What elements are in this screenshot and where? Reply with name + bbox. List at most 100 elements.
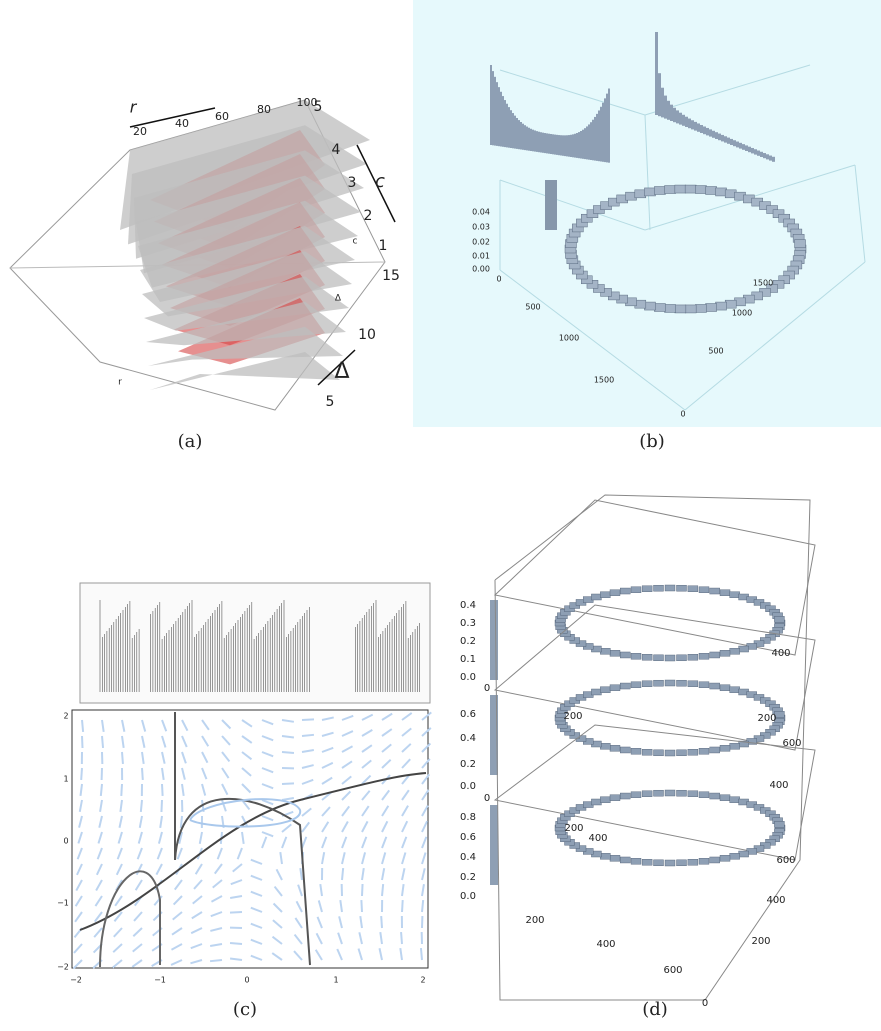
hist-block [620, 747, 630, 753]
hist-bar [534, 130, 536, 151]
field-arrow [381, 916, 382, 928]
tick-label: 0.2 [460, 636, 476, 647]
tick-label: Δ [334, 359, 349, 384]
hist-bar [572, 134, 574, 157]
hist-bar [566, 135, 568, 156]
hist-block [642, 749, 652, 755]
hist-bar [544, 133, 546, 153]
field-frame [72, 710, 428, 968]
hist-bar [514, 116, 516, 149]
field-arrow [362, 884, 363, 896]
hist-block [620, 857, 630, 863]
hist-block [710, 857, 720, 863]
hist-block [710, 588, 720, 594]
hist-bar [718, 134, 721, 141]
hist-block [706, 303, 717, 311]
tick-label: 1000 [732, 309, 752, 318]
hist-block [665, 655, 675, 661]
hist-block [675, 185, 686, 193]
tick-label: 1 [63, 775, 68, 784]
tick-label: 0.4 [460, 852, 476, 863]
hist-bar [504, 100, 506, 147]
hist-block [676, 585, 686, 591]
tick-label: 80 [257, 103, 271, 116]
hist-bar [772, 157, 775, 162]
hist-bar [518, 120, 520, 149]
tick-label: 0 [63, 837, 68, 846]
tick-label: 0.0 [460, 672, 476, 683]
hist-block [699, 653, 709, 659]
hist-bar [763, 153, 766, 158]
field-arrow [122, 752, 123, 764]
hist-block [725, 300, 736, 308]
field-arrow [230, 912, 242, 913]
hist-bar [546, 133, 548, 153]
hist-block [665, 304, 676, 312]
hist-bar [739, 143, 742, 149]
hist-block [720, 650, 730, 656]
hist-bar [492, 71, 494, 145]
field-arrow [81, 768, 82, 780]
hist-bar [516, 118, 518, 149]
hist-bar [568, 135, 570, 157]
hist-block [600, 743, 610, 749]
hist-bar [715, 132, 718, 139]
tick-label: 200 [751, 936, 770, 947]
hist-bar [730, 139, 733, 145]
hist-bar [564, 135, 566, 156]
field-arrow [421, 948, 422, 960]
tick-label: 200 [525, 915, 544, 926]
hist-block [720, 795, 730, 801]
hist-bar [580, 131, 582, 159]
hist-bar [528, 128, 530, 151]
field-arrow [422, 900, 423, 912]
field-arrow [161, 800, 162, 812]
hist-bar [592, 120, 594, 161]
hist-bar [604, 98, 606, 162]
tick-label: 400 [596, 939, 615, 950]
tick-label: 0 [496, 275, 501, 284]
tick-label: 0 [680, 410, 685, 419]
hist-block [695, 304, 706, 312]
hist-bar [502, 96, 504, 147]
hist-bar [745, 145, 748, 151]
tick-label: 2 [420, 976, 425, 985]
hist-block [665, 860, 675, 866]
hist-bar [512, 113, 514, 148]
hist-block [620, 652, 630, 658]
hist-bar [608, 89, 610, 163]
hist-block [654, 750, 664, 756]
tick-label: 1 [333, 976, 338, 985]
hist-block [635, 190, 646, 198]
hist-block [665, 790, 675, 796]
hist-bar [751, 148, 754, 153]
hist-bar [590, 122, 592, 160]
hist-block [600, 853, 610, 859]
tick-label: 0.8 [460, 812, 476, 823]
tick-label: 4 [332, 142, 341, 158]
hist-block [730, 853, 740, 859]
hist-bar [748, 147, 751, 153]
hist-bar [706, 128, 709, 135]
hist-block [654, 585, 664, 591]
hist-bar [703, 126, 706, 134]
hist-bar [700, 125, 703, 133]
tick-label: 5 [326, 394, 335, 410]
tick-label: 600 [782, 738, 801, 749]
hist-block [654, 187, 665, 195]
hist-block [620, 793, 630, 799]
hist-bar [552, 134, 554, 154]
hist-block [774, 616, 784, 622]
field-arrow [142, 768, 143, 780]
tick-label: 200 [757, 713, 776, 724]
hist-bar [596, 114, 598, 161]
tick-label: 0.0 [460, 891, 476, 902]
hist-block [699, 792, 709, 798]
hist-block [665, 186, 676, 194]
hist-bar [685, 117, 688, 127]
hist-block [730, 648, 740, 654]
hist-bar [670, 105, 673, 121]
hist-block [688, 654, 698, 660]
hist-block [699, 748, 709, 754]
